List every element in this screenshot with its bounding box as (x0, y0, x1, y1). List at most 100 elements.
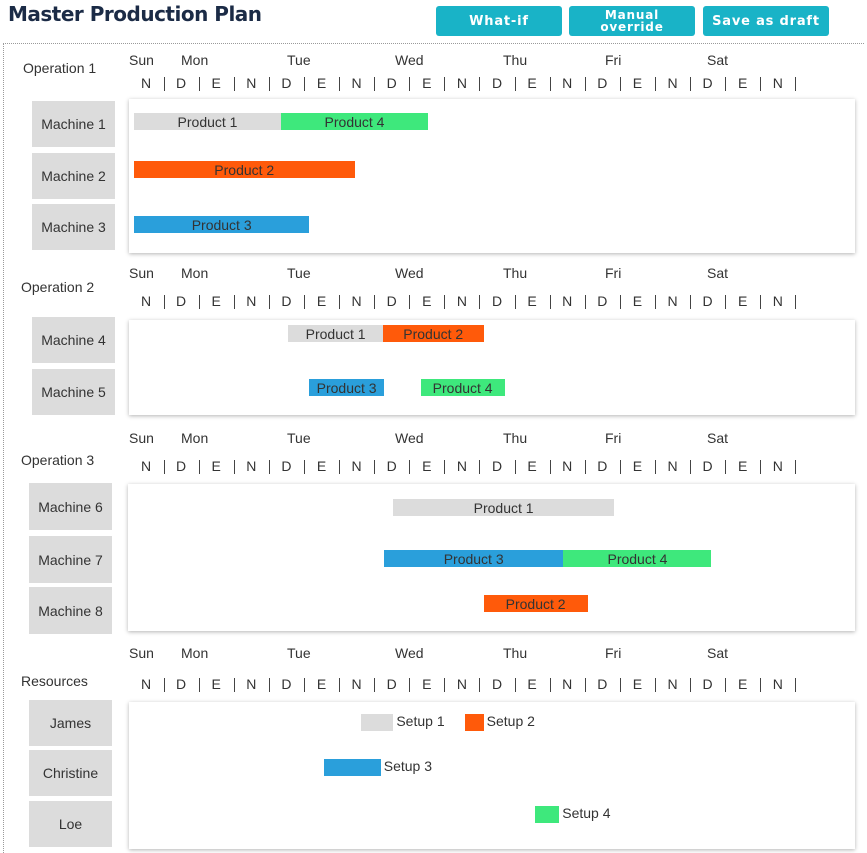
product-bar[interactable]: Product 3 (134, 216, 310, 233)
shift-separator (654, 77, 656, 91)
shift-header: N (140, 75, 152, 91)
what-if-button[interactable]: What-if (436, 6, 562, 36)
product-bar[interactable]: Product 4 (281, 113, 428, 130)
shift-header: D (386, 75, 397, 91)
setup-bar[interactable] (464, 714, 484, 731)
machine-label[interactable]: Machine 3 (32, 204, 115, 250)
timeline-panel (129, 702, 855, 849)
shift-separator (725, 77, 727, 91)
shift-separator (619, 77, 621, 91)
shift-header: D (281, 458, 292, 474)
shift-header: D (176, 676, 187, 692)
shift-separator (374, 460, 376, 474)
shift-header: N (456, 293, 467, 309)
shift-header: N (140, 293, 152, 309)
shift-header: N (772, 676, 783, 692)
shift-separator (584, 678, 586, 692)
shift-separator (690, 678, 692, 692)
machine-label[interactable]: Machine 8 (29, 587, 112, 634)
shift-separator (303, 77, 305, 91)
machine-label[interactable]: Machine 7 (29, 536, 112, 583)
shift-header: D (702, 75, 713, 91)
resource-label[interactable]: Christine (29, 750, 112, 796)
day-header: Sat (707, 265, 729, 281)
machine-label[interactable]: Machine 1 (32, 101, 115, 147)
shift-header: N (456, 676, 467, 692)
shift-separator (233, 460, 235, 474)
product-bar[interactable]: Product 1 (288, 325, 383, 342)
product-bar[interactable]: Product 3 (383, 550, 564, 567)
shift-header: N (667, 676, 678, 692)
product-bar[interactable]: Product 4 (420, 379, 505, 396)
shift-header: N (246, 458, 257, 474)
shift-separator (303, 678, 305, 692)
shift-separator (198, 295, 200, 309)
product-bar[interactable]: Product 3 (309, 379, 384, 396)
product-bar[interactable]: Product 1 (393, 499, 614, 516)
day-header: Tue (287, 265, 311, 281)
shift-header: N (772, 75, 783, 91)
shift-header: N (140, 458, 152, 474)
timeline-panel (129, 320, 855, 415)
shift-separator (514, 460, 516, 474)
shift-header: E (316, 458, 327, 474)
day-header: Mon (181, 430, 209, 446)
resource-label[interactable]: James (29, 700, 112, 746)
shift-header: N (246, 75, 257, 91)
shift-header: E (527, 293, 537, 309)
day-header: Fri (605, 265, 622, 281)
resource-label[interactable]: Loe (29, 801, 112, 847)
shift-header: N (772, 458, 783, 474)
shift-header: E (738, 75, 748, 91)
product-bar[interactable]: Product 4 (563, 550, 712, 567)
shift-header: D (491, 75, 503, 91)
shift-separator (795, 678, 797, 692)
machine-label[interactable]: Machine 6 (29, 483, 112, 530)
setup-bar[interactable] (360, 714, 394, 731)
setup-bar[interactable] (324, 759, 381, 776)
shift-separator (339, 460, 341, 474)
shift-separator (619, 678, 621, 692)
product-bar[interactable]: Product 2 (134, 161, 355, 178)
shift-header: D (597, 293, 608, 309)
shift-separator (444, 77, 446, 91)
shift-separator (514, 678, 516, 692)
shift-header: D (176, 458, 187, 474)
shift-header: E (422, 293, 432, 309)
day-header: Sun (129, 265, 154, 281)
shift-separator (198, 460, 200, 474)
shift-separator (163, 460, 165, 474)
shift-separator (409, 295, 411, 309)
machine-label[interactable]: Machine 5 (32, 369, 115, 415)
shift-header: N (246, 293, 257, 309)
manual-override-button[interactable]: Manual override (569, 6, 695, 36)
machine-label[interactable]: Machine 2 (32, 153, 115, 199)
shift-separator (654, 460, 656, 474)
shift-separator (233, 678, 235, 692)
day-header: Wed (395, 645, 424, 661)
product-bar[interactable]: Product 2 (382, 325, 484, 342)
shift-separator (163, 77, 165, 91)
shift-separator (479, 460, 481, 474)
save-as-draft-button[interactable]: Save as draft (703, 6, 829, 36)
shift-header: E (211, 676, 221, 692)
shift-separator (654, 678, 656, 692)
shift-header: E (316, 676, 327, 692)
shift-header: D (597, 458, 608, 474)
page-title: Master Production Plan (8, 2, 262, 26)
machine-label[interactable]: Machine 4 (32, 317, 115, 363)
shift-separator (760, 77, 762, 91)
product-bar[interactable]: Product 1 (134, 113, 281, 130)
shift-header: E (211, 458, 221, 474)
shift-header: E (211, 75, 221, 91)
shift-separator (409, 77, 411, 91)
shift-separator (690, 295, 692, 309)
shift-header: N (772, 293, 783, 309)
shift-header: E (738, 676, 748, 692)
product-bar[interactable]: Product 2 (483, 595, 588, 612)
day-header: Tue (287, 52, 311, 68)
shift-header: N (351, 676, 362, 692)
shift-separator (444, 460, 446, 474)
setup-bar[interactable] (535, 806, 560, 823)
shift-separator (409, 460, 411, 474)
